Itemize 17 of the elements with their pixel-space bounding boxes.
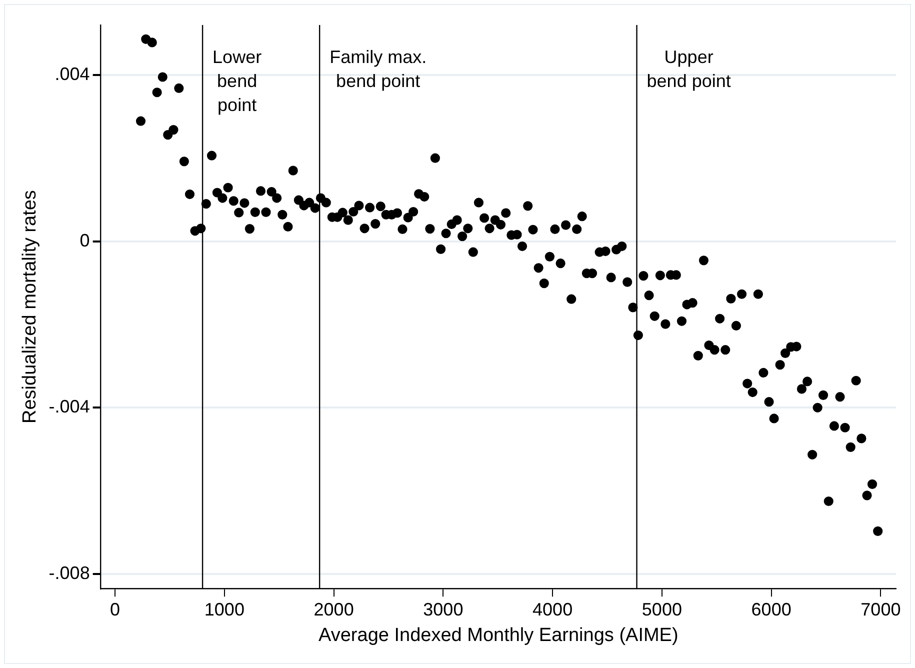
- x-tick-label: 2000: [314, 599, 354, 620]
- y-tick-label: .004: [54, 64, 90, 84]
- x-axis-title: Average Indexed Monthly Earnings (AIME): [318, 624, 678, 646]
- x-tick-label: 1000: [204, 599, 244, 620]
- y-tick-label: -.004: [48, 396, 90, 417]
- ref-line-label: Lower bend point: [212, 46, 262, 115]
- ref-line-label: Upper bend point: [646, 46, 731, 91]
- y-tick-label: 0: [80, 230, 90, 250]
- ref-line-label: Family max. bend point: [330, 46, 427, 91]
- x-tick-label: 6000: [751, 599, 792, 620]
- x-tick-label: 3000: [423, 599, 464, 620]
- x-tick-label: 0: [110, 599, 120, 620]
- y-tick-label: -.008: [48, 563, 90, 584]
- x-tick-label: 5000: [642, 599, 682, 620]
- y-axis-title: Residualized mortality rates: [20, 190, 41, 424]
- x-tick-label: 4000: [532, 599, 573, 620]
- x-tick-label: 7000: [860, 599, 901, 620]
